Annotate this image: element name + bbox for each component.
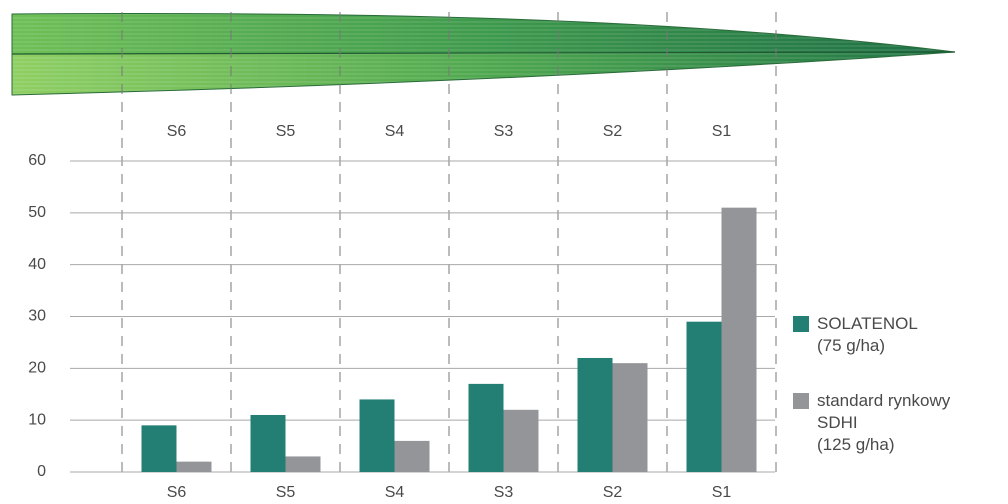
bar bbox=[176, 461, 212, 472]
bar bbox=[359, 399, 395, 472]
leaf bbox=[11, 12, 956, 96]
legend-swatch bbox=[793, 393, 809, 409]
y-tick-label: 50 bbox=[28, 204, 46, 221]
bar bbox=[250, 414, 286, 472]
y-tick-label: 30 bbox=[28, 308, 46, 325]
top-category-label: S5 bbox=[276, 123, 296, 140]
bar bbox=[577, 357, 613, 472]
x-tick-label: S5 bbox=[276, 484, 296, 501]
y-tick-label: 40 bbox=[28, 256, 46, 273]
top-category-label: S3 bbox=[494, 123, 514, 140]
bar bbox=[394, 440, 430, 472]
x-tick-label: S2 bbox=[603, 484, 623, 501]
y-tick-label: 10 bbox=[28, 411, 46, 428]
bar bbox=[686, 321, 722, 472]
x-tick-label: S4 bbox=[385, 484, 405, 501]
top-category-label: S1 bbox=[712, 123, 732, 140]
bar bbox=[721, 207, 757, 472]
legend-swatch bbox=[793, 316, 809, 332]
x-tick-label: S3 bbox=[494, 484, 514, 501]
y-tick-label: 0 bbox=[37, 463, 46, 480]
x-tick-label: S1 bbox=[712, 484, 732, 501]
column-separators bbox=[121, 12, 777, 472]
bar bbox=[503, 409, 539, 472]
legend-label: standard rynkowy SDHI (125 g/ha) bbox=[817, 391, 951, 454]
top-category-label: S2 bbox=[603, 123, 623, 140]
bar bbox=[141, 425, 177, 472]
x-tick-label: S6 bbox=[167, 484, 187, 501]
legend-item: standard rynkowy SDHI (125 g/ha) bbox=[793, 390, 950, 456]
bar bbox=[612, 363, 648, 472]
bar bbox=[285, 456, 321, 472]
legend-label: SOLATENOL (75 g/ha) bbox=[817, 314, 918, 355]
legend-item: SOLATENOL (75 g/ha) bbox=[793, 313, 918, 357]
y-tick-label: 60 bbox=[28, 152, 46, 169]
top-category-label: S4 bbox=[385, 123, 405, 140]
bar bbox=[468, 383, 504, 472]
top-category-label: S6 bbox=[167, 123, 187, 140]
y-tick-label: 20 bbox=[28, 360, 46, 377]
